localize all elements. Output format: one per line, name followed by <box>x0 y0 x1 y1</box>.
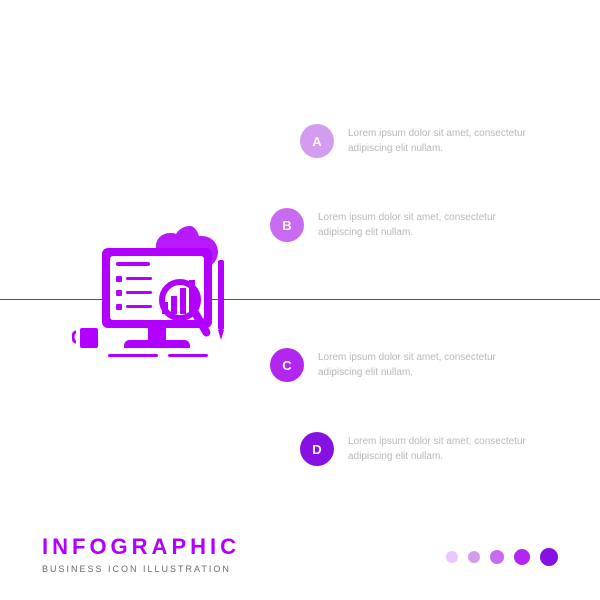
footer-dot-1 <box>446 551 458 563</box>
step-badge-a: A <box>300 124 334 158</box>
step-b: B Lorem ipsum dolor sit amet, consectetur… <box>270 208 538 242</box>
step-text-d: Lorem ipsum dolor sit amet, consectetur … <box>348 434 568 465</box>
analytics-monitor-icon <box>72 200 252 380</box>
footer-dot-2 <box>468 551 480 563</box>
step-c: C Lorem ipsum dolor sit amet, consectetur… <box>270 348 538 382</box>
footer-dots <box>446 548 558 566</box>
step-text-b: Lorem ipsum dolor sit amet, consectetur … <box>318 210 538 241</box>
step-text-c: Lorem ipsum dolor sit amet, consectetur … <box>318 350 538 381</box>
footer: INFOGRAPHIC BUSINESS ICON ILLUSTRATION <box>0 512 600 600</box>
step-badge-c: C <box>270 348 304 382</box>
footer-dot-3 <box>490 550 504 564</box>
footer-dot-5 <box>540 548 558 566</box>
step-badge-d: D <box>300 432 334 466</box>
step-badge-b: B <box>270 208 304 242</box>
step-a: A Lorem ipsum dolor sit amet, consectetur… <box>300 124 568 158</box>
step-text-a: Lorem ipsum dolor sit amet, consectetur … <box>348 126 568 157</box>
step-d: D Lorem ipsum dolor sit amet, consectetur… <box>300 432 568 466</box>
infographic-canvas: A Lorem ipsum dolor sit amet, consectetur… <box>0 0 600 600</box>
footer-dot-4 <box>514 549 530 565</box>
